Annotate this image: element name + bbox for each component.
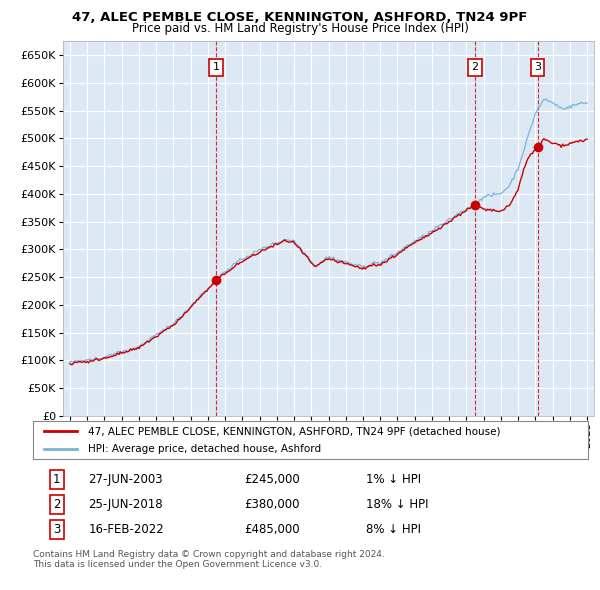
Text: 3: 3 — [53, 523, 61, 536]
Text: 2: 2 — [472, 63, 478, 73]
Text: 1: 1 — [213, 63, 220, 73]
Text: 1% ↓ HPI: 1% ↓ HPI — [366, 473, 421, 486]
Text: HPI: Average price, detached house, Ashford: HPI: Average price, detached house, Ashf… — [89, 444, 322, 454]
Text: Price paid vs. HM Land Registry's House Price Index (HPI): Price paid vs. HM Land Registry's House … — [131, 22, 469, 35]
Text: 2: 2 — [53, 498, 61, 511]
Text: £485,000: £485,000 — [244, 523, 299, 536]
Text: £245,000: £245,000 — [244, 473, 299, 486]
Text: 27-JUN-2003: 27-JUN-2003 — [89, 473, 163, 486]
Text: 16-FEB-2022: 16-FEB-2022 — [89, 523, 164, 536]
Text: 47, ALEC PEMBLE CLOSE, KENNINGTON, ASHFORD, TN24 9PF (detached house): 47, ALEC PEMBLE CLOSE, KENNINGTON, ASHFO… — [89, 427, 501, 437]
Text: 18% ↓ HPI: 18% ↓ HPI — [366, 498, 428, 511]
Text: Contains HM Land Registry data © Crown copyright and database right 2024.
This d: Contains HM Land Registry data © Crown c… — [33, 550, 385, 569]
Text: 1: 1 — [53, 473, 61, 486]
Text: 47, ALEC PEMBLE CLOSE, KENNINGTON, ASHFORD, TN24 9PF: 47, ALEC PEMBLE CLOSE, KENNINGTON, ASHFO… — [73, 11, 527, 24]
Text: 8% ↓ HPI: 8% ↓ HPI — [366, 523, 421, 536]
Text: £380,000: £380,000 — [244, 498, 299, 511]
Text: 3: 3 — [534, 63, 541, 73]
Text: 25-JUN-2018: 25-JUN-2018 — [89, 498, 163, 511]
